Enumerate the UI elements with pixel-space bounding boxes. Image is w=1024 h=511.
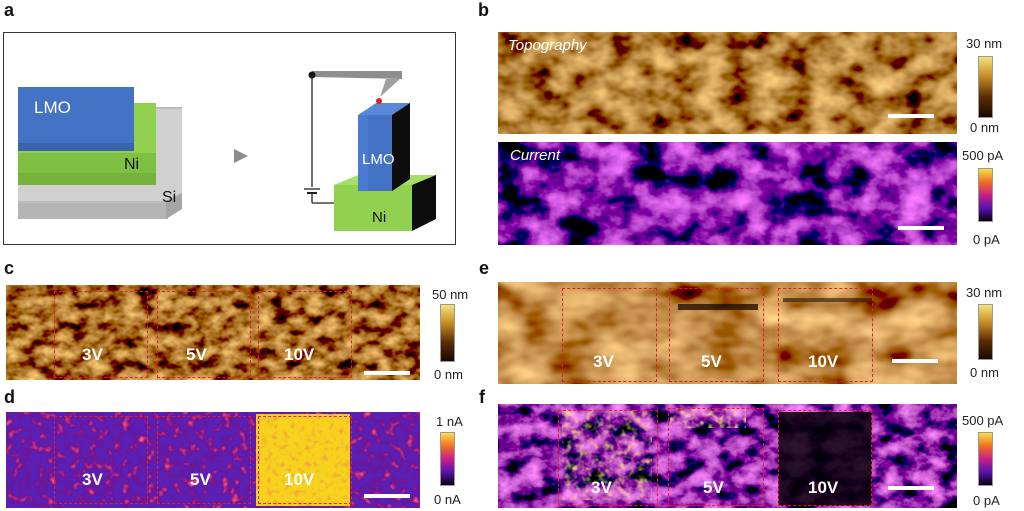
scale-bar	[898, 226, 944, 230]
region-10v	[258, 291, 352, 378]
si-label: Si	[162, 189, 177, 206]
topography-title: Topography	[508, 37, 587, 54]
topography-colorbar	[978, 56, 993, 118]
lmo-label-left: LMO	[34, 98, 71, 117]
region-label-5v: 5V	[186, 345, 207, 364]
lmo-label-right: LMO	[362, 151, 395, 168]
topography-map-c: 3V 5V 10V	[6, 285, 420, 380]
ni-layer	[18, 151, 156, 173]
region-label-5v: 5V	[701, 352, 722, 371]
panel-label-d: d	[4, 387, 15, 407]
colorbar-max: 30 nm	[966, 285, 1003, 300]
topography-colorbar-e	[978, 304, 993, 360]
colorbar-max: 1 nA	[436, 414, 463, 429]
topography-image	[498, 32, 957, 134]
colorbar-min: 0 nA	[434, 492, 461, 507]
cantilever	[312, 71, 402, 79]
colorbar-min: 0 nm	[970, 365, 999, 380]
panel-label-a: a	[4, 0, 15, 20]
region-label-10v: 10V	[808, 352, 839, 371]
current-title: Current	[510, 147, 561, 164]
ni-label-left: Ni	[124, 156, 140, 173]
current-image-f	[498, 404, 957, 508]
colorbar-min: 0 pA	[973, 232, 1000, 247]
lmo-layer	[18, 87, 134, 149]
region-10v	[778, 288, 873, 382]
current-map: Current	[498, 142, 957, 245]
current-colorbar-f	[978, 432, 993, 486]
current-image	[498, 142, 957, 245]
colorbar-max: 500 pA	[962, 413, 1004, 428]
region-5v	[669, 288, 764, 382]
region-5v	[668, 408, 764, 506]
region-label-10v: 10V	[284, 345, 315, 364]
colorbar-min: 0 pA	[973, 493, 1000, 508]
panel-label-c: c	[4, 258, 15, 278]
region-10v	[258, 416, 352, 504]
panel-label-b: b	[478, 0, 489, 20]
current-map-f: 3V 5V 10V	[498, 404, 957, 508]
scale-bar	[892, 359, 938, 363]
topography-colorbar-c	[440, 304, 455, 362]
colorbar-min: 0 nm	[970, 120, 999, 135]
ni-label-right: Ni	[372, 209, 387, 226]
region-10v	[778, 410, 872, 506]
region-label-10v: 10V	[284, 470, 315, 489]
panel-label-e: e	[479, 258, 490, 278]
region-label-3v: 3V	[82, 345, 103, 364]
device-schematic	[18, 71, 436, 231]
region-3v	[558, 410, 658, 506]
topography-map-e: 3V 5V 10V	[498, 282, 957, 384]
topography-image-e	[498, 282, 957, 384]
region-label-5v: 5V	[703, 478, 724, 497]
region-3v	[54, 291, 148, 378]
scale-bar	[888, 114, 934, 118]
colorbar-max: 30 nm	[966, 36, 1003, 51]
panel-label-f: f	[479, 387, 485, 407]
region-3v	[54, 416, 148, 504]
colorbar-max: 50 nm	[432, 287, 469, 302]
region-label-3v: 3V	[593, 352, 614, 371]
region-5v	[157, 416, 251, 504]
current-colorbar	[978, 168, 993, 222]
arrow-icon	[234, 149, 248, 163]
region-label-10v: 10V	[808, 478, 839, 497]
current-map-d: 3V 5V 10V	[6, 412, 420, 508]
region-3v	[562, 288, 657, 382]
scale-bar	[364, 371, 410, 375]
scale-bar	[888, 486, 934, 490]
topography-map: Topography	[498, 32, 957, 134]
colorbar-min: 0 nm	[434, 367, 463, 382]
current-colorbar-d	[440, 432, 455, 486]
scale-bar	[364, 494, 410, 498]
colorbar-max: 500 pA	[962, 148, 1004, 163]
tip-contact	[376, 98, 382, 104]
region-5v	[157, 291, 251, 378]
region-label-3v: 3V	[591, 478, 612, 497]
region-label-3v: 3V	[82, 470, 103, 489]
region-label-5v: 5V	[190, 470, 211, 489]
schematic-box: LMO Ni Si LMO Ni	[3, 32, 456, 245]
